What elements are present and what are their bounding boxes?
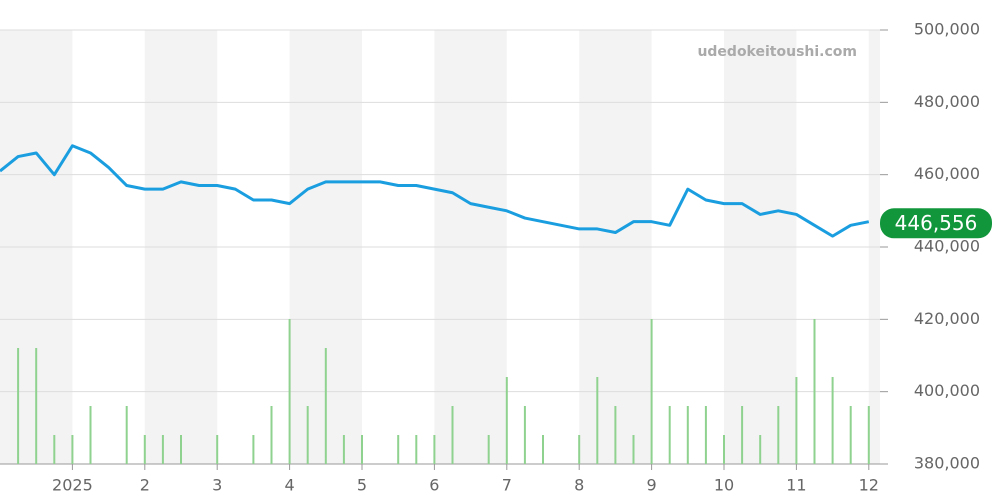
volume-bar: [741, 406, 744, 464]
volume-bar: [180, 435, 182, 464]
volume-bar: [704, 406, 707, 464]
x-tick-label: 5: [357, 476, 367, 495]
volume-bar: [216, 435, 219, 464]
volume-bar: [451, 406, 454, 464]
volume-bar: [867, 406, 870, 464]
y-tick-label: 460,000: [914, 164, 980, 183]
volume-bar: [17, 348, 20, 464]
volume-bar: [433, 435, 436, 464]
volume-bar: [668, 406, 671, 464]
volume-bar: [849, 406, 852, 464]
x-tick-label: 6: [429, 476, 439, 495]
y-tick-label: 380,000: [914, 454, 980, 473]
volume-bar: [161, 435, 164, 464]
volume-bar: [125, 406, 128, 464]
y-tick-label: 480,000: [914, 92, 980, 111]
x-tick-label: 2025: [52, 476, 93, 495]
volume-bar: [614, 406, 617, 464]
volume-bar: [397, 435, 400, 464]
y-tick-label: 400,000: [914, 381, 980, 400]
volume-bar: [759, 435, 762, 464]
volume-bar: [777, 406, 780, 464]
x-tick-label: 11: [786, 476, 806, 495]
volume-bar: [578, 435, 581, 464]
volume-bar: [505, 377, 508, 464]
volume-bar: [143, 435, 146, 464]
volume-bar: [632, 435, 635, 464]
x-tick-label: 12: [859, 476, 879, 495]
x-tick-label: 7: [502, 476, 512, 495]
volume-bar: [288, 319, 291, 464]
x-tick-label: 2: [140, 476, 150, 495]
price-badge: [880, 208, 992, 239]
volume-bar: [361, 435, 363, 464]
volume-bar: [35, 348, 38, 464]
volume-bar: [813, 319, 816, 464]
volume-bar: [795, 377, 798, 464]
volume-bar: [650, 319, 653, 464]
volume-bar: [686, 406, 689, 464]
volume-bar: [306, 406, 309, 464]
volume-bar: [270, 406, 273, 464]
volume-bar: [342, 435, 345, 464]
volume-bar: [71, 435, 74, 464]
x-tick-label: 8: [574, 476, 584, 495]
y-tick-label: 420,000: [914, 309, 980, 328]
x-tick-label: 10: [714, 476, 734, 495]
volume-bar: [324, 348, 327, 464]
y-tick-label: 500,000: [914, 20, 980, 39]
volume-bar: [89, 406, 92, 464]
volume-bar: [831, 377, 834, 464]
x-tick-label: 4: [285, 476, 295, 495]
price-line: [0, 144, 870, 238]
price-badge-label: 446,556: [895, 211, 978, 235]
x-tick-label: 9: [647, 476, 657, 495]
volume-bar: [723, 435, 725, 464]
volume-bar: [415, 435, 418, 464]
watermark: udedokeitoushi.com: [697, 44, 857, 60]
y-tick-label: 440,000: [914, 237, 980, 256]
volume-bar: [596, 377, 599, 464]
volume-bar: [53, 435, 56, 464]
x-tick-label: 3: [212, 476, 222, 495]
volume-bar: [487, 435, 490, 464]
volume-bar: [523, 406, 526, 464]
volume-bar: [542, 435, 544, 464]
volume-bar: [252, 435, 255, 464]
